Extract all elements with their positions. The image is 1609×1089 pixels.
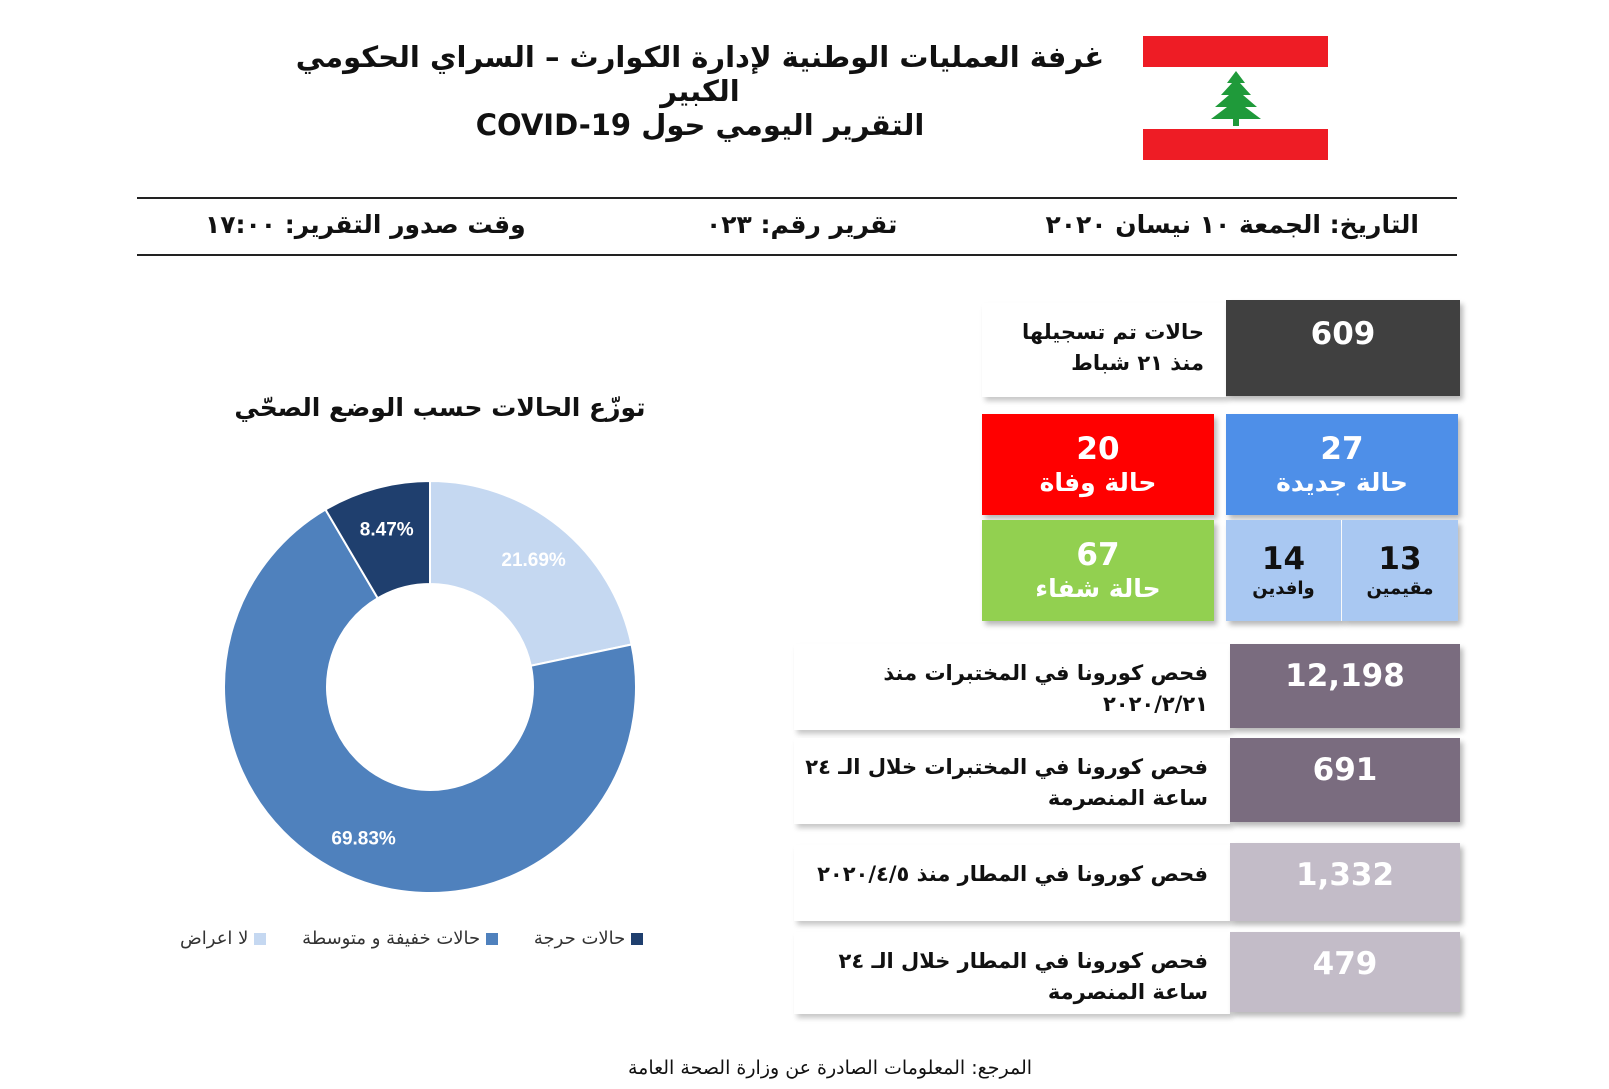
legend-label-critical: حالات حرجة [533, 928, 626, 949]
report-title: غرفة العمليات الوطنية لإدارة الكوارث – ا… [295, 40, 1105, 108]
cedar-tree-icon [1211, 71, 1261, 126]
new-cases-value: 27 [1320, 430, 1364, 467]
header-rule-top [137, 197, 1457, 199]
report-time: وقت صدور التقرير: ١٧:٠٠ [205, 210, 526, 239]
source-footer: المرجع: المعلومات الصادرة عن وزارة الصحة… [627, 1057, 1033, 1079]
airport-tests-24h-value: 479 [1312, 946, 1378, 982]
arrivals-label: وافدين [1252, 577, 1315, 599]
residents-label: مقيمين [1366, 577, 1434, 599]
lab-tests-24h-label-line2: ساعة المنصرمة [1047, 786, 1208, 810]
recovered-label: حالة شفاء [1035, 573, 1161, 603]
lab-tests-total-value: 12,198 [1285, 658, 1405, 694]
lebanon-flag-icon [1143, 36, 1328, 160]
header-rule-bottom [137, 254, 1457, 256]
arrivals-value: 14 [1261, 540, 1306, 577]
donut-slice-0 [429, 479, 633, 667]
chart-legend: حالات حرجة حالات خفيفة و متوسطة لا اعراض [150, 928, 644, 950]
airport-tests-total-tile: 1,332 [1230, 843, 1460, 921]
donut-slice-1 [223, 508, 637, 894]
residents-tile: 13 مقيمين [1342, 520, 1458, 621]
flag-bottom-stripe [1143, 129, 1328, 160]
airport-tests-24h-label-line2: ساعة المنصرمة [1047, 980, 1208, 1004]
report-subtitle: التقرير اليومي حول COVID-19 [475, 108, 925, 142]
donut-chart: 21.69% 69.83% 8.47% [223, 479, 637, 894]
flag-top-stripe [1143, 36, 1328, 67]
airport-tests-24h-label: فحص كورونا في المطار خلال الـ ٢٤ ساعة ال… [794, 932, 1230, 1014]
total-cases-label: حالات تم تسجيلها منذ ٢١ شباط [982, 303, 1226, 397]
new-cases-label: حالة جديدة [1276, 467, 1408, 497]
legend-swatch-asymptomatic [254, 932, 267, 945]
donut-label-2: 8.47% [360, 519, 414, 540]
lab-tests-total-label: فحص كورونا في المختبرات منذ ٢٠٢٠/٢/٢١ [794, 644, 1230, 730]
residents-value: 13 [1378, 540, 1422, 577]
airport-tests-total-label: فحص كورونا في المطار منذ ٢٠٢٠/٤/٥ [794, 845, 1230, 921]
lab-tests-total-label-line1: فحص كورونا في المختبرات منذ [883, 661, 1208, 685]
new-cases-tile: 27 حالة جديدة [1226, 414, 1458, 515]
lab-tests-24h-label-line1: فحص كورونا في المختبرات خلال الـ ٢٤ [805, 755, 1208, 779]
recovered-value: 67 [1076, 536, 1120, 573]
donut-slice-2 [324, 479, 431, 600]
airport-tests-24h-tile: 479 [1230, 932, 1460, 1012]
recovered-tile: 67 حالة شفاء [982, 520, 1214, 621]
report-number: تقرير رقم: ٠٢٣ [706, 210, 898, 239]
donut-label-0: 21.69% [501, 550, 566, 571]
total-cases-label-line2: منذ ٢١ شباط [1071, 351, 1204, 375]
legend-label-mild: حالات خفيفة و متوسطة [302, 928, 481, 949]
airport-tests-total-label-line1: فحص كورونا في المطار منذ ٢٠٢٠/٤/٥ [817, 862, 1208, 886]
deaths-label: حالة وفاة [1039, 467, 1157, 497]
lab-tests-total-label-line2: ٢٠٢٠/٢/٢١ [1102, 692, 1208, 716]
total-cases-value: 609 [1310, 316, 1376, 352]
legend-label-asymptomatic: لا اعراض [180, 928, 249, 949]
deaths-value: 20 [1076, 430, 1120, 467]
total-cases-tile: 609 [1226, 300, 1460, 396]
deaths-tile: 20 حالة وفاة [982, 414, 1214, 515]
chart-title: توزّع الحالات حسب الوضع الصحّي [234, 393, 646, 422]
legend-item-critical: حالات حرجة [533, 928, 644, 949]
arrivals-tile: 14 وافدين [1226, 520, 1342, 621]
legend-item-mild: حالات خفيفة و متوسطة [302, 928, 499, 949]
airport-tests-total-value: 1,332 [1295, 857, 1395, 893]
legend-swatch-mild [486, 932, 499, 945]
total-cases-label-line1: حالات تم تسجيلها [1021, 320, 1204, 344]
report-date: التاريخ: الجمعة ١٠ نيسان ٢٠٢٠ [1045, 210, 1419, 239]
lab-tests-total-tile: 12,198 [1230, 644, 1460, 728]
legend-swatch-critical [631, 932, 644, 945]
lab-tests-24h-label: فحص كورونا في المختبرات خلال الـ ٢٤ ساعة… [794, 738, 1230, 824]
donut-label-1: 69.83% [331, 829, 396, 850]
legend-item-asymptomatic: لا اعراض [180, 928, 267, 949]
airport-tests-24h-label-line1: فحص كورونا في المطار خلال الـ ٢٤ [838, 949, 1209, 973]
lab-tests-24h-tile: 691 [1230, 738, 1460, 822]
lab-tests-24h-value: 691 [1312, 752, 1378, 788]
